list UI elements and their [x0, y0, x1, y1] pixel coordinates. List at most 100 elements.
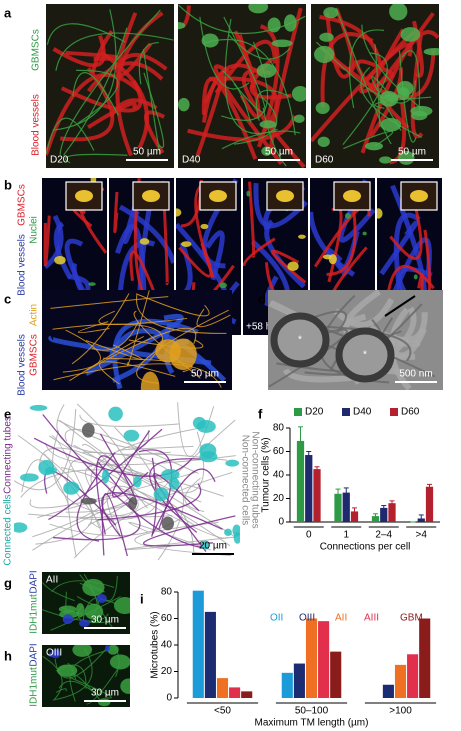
micrograph — [311, 4, 439, 168]
cell — [267, 17, 281, 33]
bar — [330, 651, 342, 698]
cell — [323, 7, 339, 19]
structure — [92, 321, 139, 351]
cell — [365, 142, 384, 151]
inset-cell — [142, 190, 160, 202]
inset — [199, 181, 237, 211]
structure — [255, 89, 290, 121]
image-label: D40 — [182, 155, 201, 166]
structure — [302, 324, 412, 362]
structure — [77, 321, 110, 334]
scale-label: 20 µm — [199, 541, 227, 552]
x-tick-label: >100 — [389, 706, 412, 717]
panel-letter: b — [4, 177, 12, 192]
y-axis-title: Tumour cells (%) — [261, 437, 272, 512]
structure — [396, 266, 433, 297]
y-tick-label: 0 — [166, 693, 172, 704]
cell — [423, 47, 439, 56]
structure — [90, 426, 207, 485]
axon — [270, 312, 330, 368]
structure — [349, 29, 385, 109]
cell — [322, 254, 332, 260]
scale-label: 30 µm — [91, 615, 119, 626]
structure — [221, 130, 301, 150]
cell — [196, 420, 216, 433]
scale-label: 30 µm — [91, 688, 119, 699]
x-tick-label: >4 — [416, 530, 428, 541]
cell — [246, 190, 251, 197]
y-tick-label: 80 — [161, 587, 173, 598]
structure — [55, 688, 67, 693]
cell — [344, 212, 351, 219]
structure — [204, 38, 296, 136]
cell — [104, 645, 110, 652]
structure — [374, 96, 432, 109]
x-tick-label: 1 — [343, 530, 349, 541]
cell — [113, 597, 130, 614]
cell — [80, 497, 97, 505]
cell — [413, 274, 418, 280]
structure — [398, 50, 417, 143]
structure — [342, 52, 388, 146]
structure — [86, 667, 119, 705]
x-axis-title: Maximum TM length (µm) — [255, 718, 369, 729]
cell — [261, 146, 273, 156]
micrograph-content — [311, 4, 439, 165]
side-label: Actin — [29, 304, 40, 326]
cell — [283, 14, 297, 32]
structure — [85, 340, 143, 361]
structure — [55, 32, 174, 71]
cell — [44, 466, 57, 475]
legend-label: D40 — [353, 407, 372, 418]
legend-label: AIII — [364, 613, 379, 624]
panel-letter: f — [258, 406, 263, 421]
side-label: GBMSCs — [29, 334, 40, 376]
inset-cell — [75, 190, 93, 202]
cell — [50, 649, 61, 659]
bar — [334, 493, 342, 522]
cell — [396, 81, 414, 96]
bar — [350, 511, 359, 522]
structure — [50, 296, 169, 309]
bar — [281, 672, 293, 698]
structure — [379, 220, 419, 276]
scale-label: 500 nm — [399, 369, 432, 380]
bar — [229, 687, 241, 698]
legend-swatch — [390, 408, 398, 416]
cell — [128, 497, 137, 511]
structure — [151, 457, 157, 537]
image-label: OIII — [46, 648, 62, 659]
cell — [120, 678, 130, 694]
structure — [43, 470, 117, 526]
structure — [52, 9, 117, 131]
cell — [256, 63, 277, 78]
y-tick-label: 20 — [161, 666, 173, 677]
legend-label: D20 — [305, 407, 324, 418]
legend-label: D60 — [401, 407, 420, 418]
bar — [380, 507, 388, 522]
legend-label: GBM — [400, 613, 423, 624]
structure — [73, 471, 233, 559]
cell — [400, 27, 421, 42]
structure — [85, 463, 163, 490]
structure — [209, 76, 279, 133]
x-axis-title: Connections per cell — [320, 542, 411, 553]
cell — [139, 238, 150, 245]
structure — [112, 318, 199, 390]
structure — [46, 23, 126, 45]
bar — [296, 440, 305, 522]
scale-label: 50 µm — [265, 147, 293, 158]
structure — [361, 24, 424, 111]
bar — [425, 486, 434, 522]
cell — [123, 429, 140, 442]
structure — [52, 647, 93, 701]
x-tick-label: 2–4 — [375, 530, 392, 541]
micrograph-content — [178, 4, 306, 168]
marker: * — [298, 335, 302, 346]
cell — [232, 524, 240, 537]
structure — [264, 219, 306, 289]
cell — [259, 120, 277, 129]
micrograph-content — [42, 645, 130, 707]
cell — [362, 231, 367, 236]
structure — [98, 310, 188, 325]
